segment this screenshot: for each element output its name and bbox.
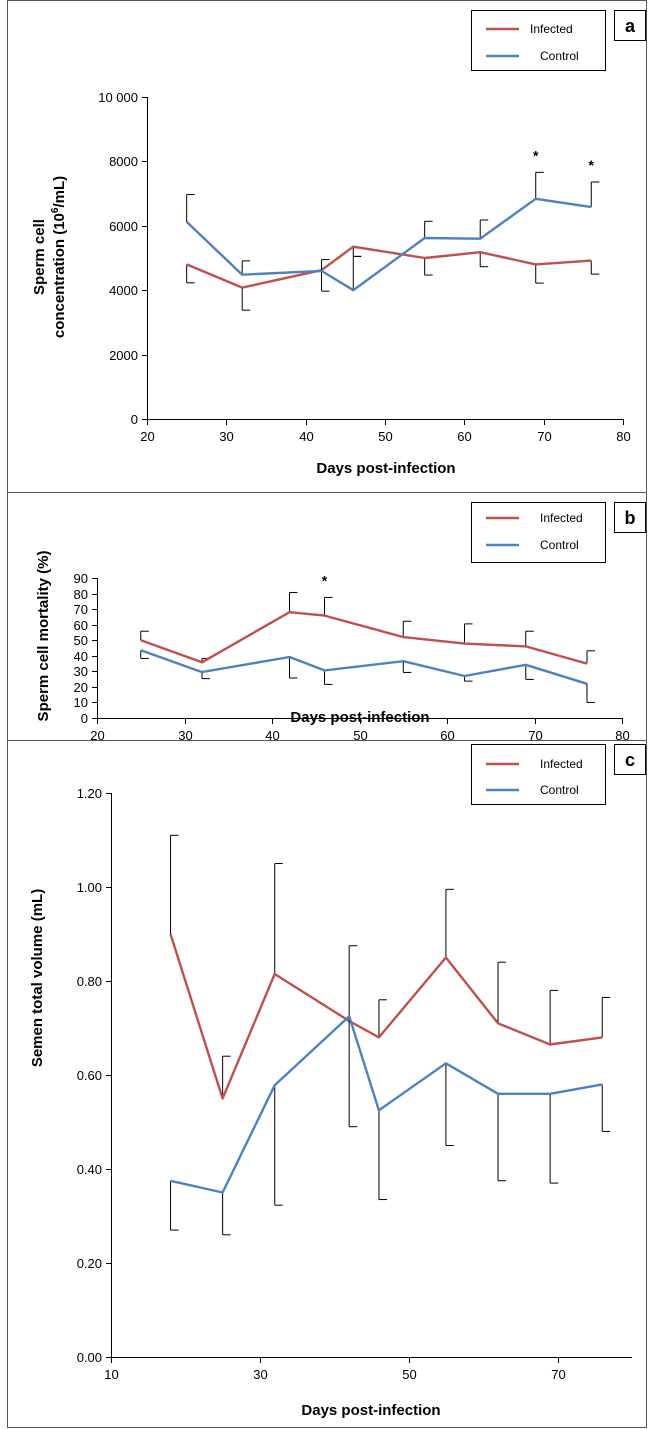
panel-b-y-tick-label: 0 [81, 711, 88, 726]
panel-b-legend-infected-label: Infected [540, 511, 583, 525]
panel-b-x-tick-label: 40 [265, 728, 279, 743]
panel-a-significance-marker: * [589, 157, 595, 173]
panel-c-y-axis-label: Semen total volume (mL) [29, 889, 46, 1067]
panel-a-x-tick-label: 60 [457, 429, 471, 444]
panel-c-plot: 0.00 0.20 0.40 0.60 0.80 1.00 1.20 10 30 50 70 [77, 786, 632, 1382]
panel-c-y-tick-label: 0.20 [77, 1256, 102, 1271]
panel-a-y-axis-label-line2: concentration (106/mL) [50, 176, 68, 338]
panel-a-x-tick-label: 40 [299, 429, 313, 444]
panel-c-y-tick-label: 1.00 [77, 880, 102, 895]
panel-b-control-line [140, 649, 588, 685]
panel-b-x-tick-label: 30 [178, 728, 192, 743]
panel-a-x-tick-label: 30 [219, 429, 233, 444]
panel-a-x-tick-label: 50 [378, 429, 392, 444]
panel-c-legend: Infected Control [471, 744, 606, 805]
panel-a-plot: 0 2000 4000 6000 8000 10 000 20 30 40 50 60 70 80 * * [98, 90, 631, 444]
panel-b-x-tick-label: 20 [90, 728, 104, 743]
panel-a-y-axis-label-pre: concentration (10 [51, 213, 68, 338]
panel-b-legend: Infected Control [471, 502, 606, 563]
panel-a-significance-marker: * [533, 147, 539, 163]
panel-b-x-tick-label: 50 [353, 728, 367, 743]
panel-a-y-tick-label: 6000 [109, 219, 138, 234]
panel-b-significance-marker: * [322, 572, 328, 588]
panel-c-x-tick-label: 50 [402, 1367, 416, 1382]
panel-a-y-tick-label: 2000 [109, 348, 138, 363]
panel-b-y-tick-label: 20 [74, 680, 88, 695]
panel-c-legend-infected-label: Infected [540, 757, 583, 771]
panel-a-x-tick-label: 80 [616, 429, 630, 444]
panel-b-y-tick-label: 90 [74, 571, 88, 586]
panel-b-tag: b [614, 502, 646, 533]
panel-a-y-axis-label-line1: Sperm cell [31, 219, 48, 295]
panel-c-legend-control-label: Control [540, 783, 579, 797]
panel-b-infected-line [140, 611, 588, 665]
panel-a-y-tick-label: 8000 [109, 154, 138, 169]
panel-a-control-line [185, 197, 592, 292]
panel-b-y-tick-label: 40 [74, 649, 88, 664]
panel-a-y-axis-label-post: /mL) [51, 176, 68, 208]
panel-a-x-tick-label: 70 [537, 429, 551, 444]
panel-a-y-axis-label-sup: 6 [50, 207, 61, 213]
panel-a-tag-box [614, 10, 646, 41]
panel-a-x-tick-label: 20 [140, 429, 154, 444]
panel-a: a Infected Control Sperm cell concentrat… [31, 10, 646, 477]
panel-b-legend-control-label: Control [540, 538, 579, 552]
panel-a-y-tick-label: 0 [131, 412, 138, 427]
panel-b-y-axis-label: Sperm cell mortality (%) [35, 551, 52, 722]
panel-c-letter: c [625, 750, 635, 770]
panel-b-tag-box [614, 502, 646, 533]
panel-c-control-line [170, 1015, 603, 1194]
panel-c-tag: c [614, 744, 646, 775]
panel-b: b Infected Control Sperm cell mortality … [35, 502, 646, 743]
panel-b-x-axis-label: Days post-infection [290, 709, 429, 726]
panel-c-legend-box [471, 744, 606, 805]
panel-b-y-tick-label: 60 [74, 618, 88, 633]
panel-a-y-tick-label: 4000 [109, 283, 138, 298]
panel-a-legend-box [471, 10, 606, 71]
panel-c-x-tick-label: 30 [253, 1367, 267, 1382]
panel-a-tag: a [614, 10, 646, 41]
panel-b-y-tick-label: 80 [74, 587, 88, 602]
panel-c: c Infected Control Semen total volume (m… [29, 744, 646, 1419]
panel-c-x-tick-label: 10 [104, 1367, 118, 1382]
panel-b-y-tick-label: 10 [74, 695, 88, 710]
panel-b-letter: b [625, 508, 636, 528]
panel-b-legend-box [471, 502, 606, 563]
panel-b-x-tick-label: 60 [440, 728, 454, 743]
panel-c-x-tick-label: 70 [551, 1367, 565, 1382]
panel-a-legend-control-label: Control [540, 49, 579, 63]
panel-c-x-axis-label: Days post-infection [301, 1402, 440, 1419]
panel-a-letter: a [625, 16, 636, 36]
panel-c-y-tick-label: 0.40 [77, 1162, 102, 1177]
panel-a-x-axis-label: Days post-infection [316, 460, 455, 477]
panel-b-y-tick-label: 70 [74, 602, 88, 617]
panel-b-y-tick-label: 30 [74, 664, 88, 679]
panel-c-infected-line [169, 933, 603, 1100]
panel-b-y-tick-label: 50 [74, 633, 88, 648]
panel-c-y-tick-label: 1.20 [77, 786, 102, 801]
panel-b-x-tick-label: 70 [528, 728, 542, 743]
panel-a-legend: Infected Control [471, 10, 606, 71]
panel-a-legend-infected-label: Infected [530, 22, 573, 36]
panel-b-x-tick-label: 80 [615, 728, 629, 743]
panel-a-y-tick-label: 10 000 [98, 90, 138, 105]
panel-c-y-tick-label: 0.80 [77, 974, 102, 989]
panel-c-y-tick-label: 0.60 [77, 1068, 102, 1083]
panel-a-infected-line [186, 245, 592, 289]
figure-frame [7, 0, 647, 1428]
panel-c-y-tick-label: 0.00 [77, 1350, 102, 1365]
panel-c-tag-box [614, 744, 646, 775]
